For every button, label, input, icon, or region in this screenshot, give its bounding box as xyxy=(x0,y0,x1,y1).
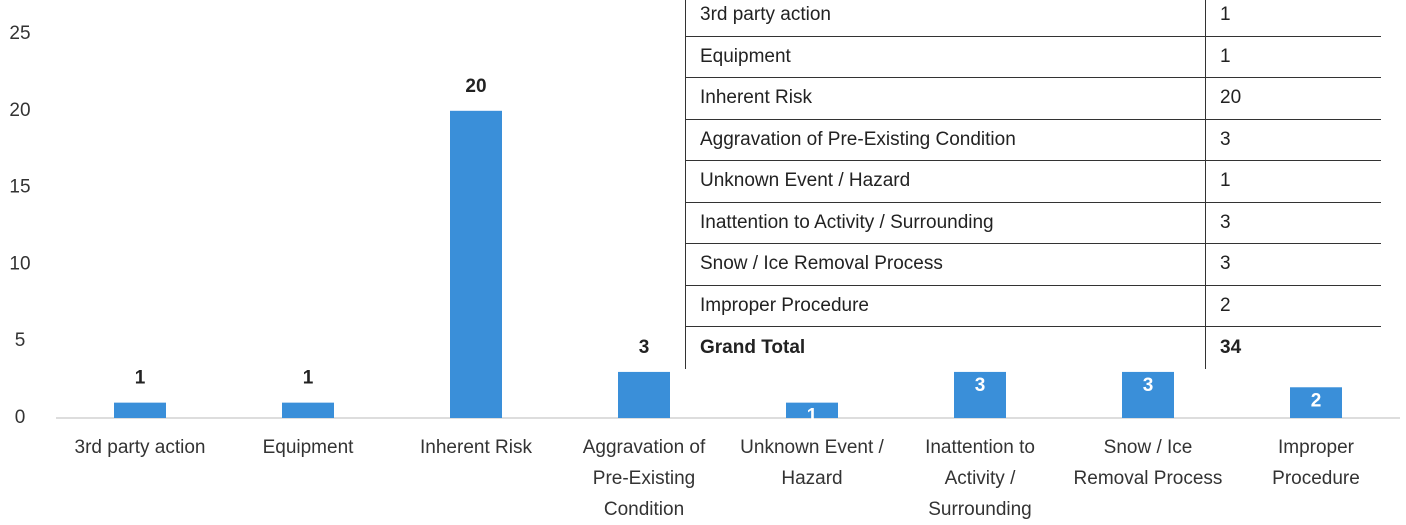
row-value: 20 xyxy=(1220,87,1242,109)
bar xyxy=(282,402,334,418)
row-label: Inattention to Activity / Surrounding xyxy=(686,202,1206,243)
x-tick-label: Improper Procedure xyxy=(1272,437,1360,489)
bar xyxy=(954,371,1006,418)
x-tick-label: Inattention to Activity / Surrounding xyxy=(925,437,1035,520)
data-label: 1 xyxy=(135,368,146,389)
bar xyxy=(450,110,502,419)
bar xyxy=(786,402,838,418)
bar xyxy=(1290,387,1342,418)
table-row: Aggravation of Pre-Existing Condition 3 xyxy=(686,119,1381,161)
row-value: 2 xyxy=(1220,294,1231,316)
x-tick-label: Inherent Risk xyxy=(420,437,532,458)
total-label: Grand Total xyxy=(686,327,1206,369)
row-label: Unknown Event / Hazard xyxy=(686,161,1206,202)
x-tick-label: Snow / Ice Removal Process xyxy=(1073,437,1223,489)
total-row: Grand Total 34 xyxy=(686,327,1381,369)
bar xyxy=(114,402,166,418)
table-row: Inattention to Activity / Surrounding 3 xyxy=(686,202,1381,244)
x-tick-label: Equipment xyxy=(262,437,354,458)
row-label: Aggravation of Pre-Existing Condition xyxy=(686,119,1206,160)
table-row: Snow / Ice Removal Process 3 xyxy=(686,244,1381,286)
data-label: 20 xyxy=(465,76,486,97)
y-tick-label: 5 xyxy=(15,330,26,351)
row-value: 1 xyxy=(1220,45,1231,67)
data-label: 1 xyxy=(807,406,818,427)
table-row: Inherent Risk 20 xyxy=(686,78,1381,120)
x-tick-label: Unknown Event / Hazard xyxy=(740,437,884,489)
row-label: Equipment xyxy=(686,36,1206,77)
data-label: 2 xyxy=(1311,390,1322,411)
data-label: 3 xyxy=(1143,375,1154,396)
y-tick-label: 10 xyxy=(9,253,30,274)
y-tick-label: 15 xyxy=(9,177,30,198)
row-value: 3 xyxy=(1220,128,1231,150)
data-label: 3 xyxy=(975,375,986,396)
row-value: 1 xyxy=(1220,4,1231,26)
row-label: Improper Procedure xyxy=(686,285,1206,326)
total-value: 34 xyxy=(1220,336,1242,358)
bar xyxy=(1122,371,1174,418)
row-label: Inherent Risk xyxy=(686,78,1206,119)
row-value: 1 xyxy=(1220,170,1231,192)
table-row: 3rd party action 1 xyxy=(686,0,1381,37)
y-tick-label: 25 xyxy=(9,23,30,44)
table-row: Improper Procedure 2 xyxy=(686,285,1381,327)
row-value: 3 xyxy=(1220,211,1231,233)
data-label: 1 xyxy=(303,368,314,389)
row-label: 3rd party action xyxy=(686,0,1206,36)
row-label: Snow / Ice Removal Process xyxy=(686,244,1206,285)
data-label: 3 xyxy=(639,337,650,358)
summary-table: 3rd party action 1 Equipment 1 Inherent Risk… xyxy=(685,0,1381,369)
bar xyxy=(618,371,670,418)
table-row: Unknown Event / Hazard 1 xyxy=(686,161,1381,203)
y-tick-label: 20 xyxy=(9,100,30,121)
y-tick-label: 0 xyxy=(15,407,26,428)
x-tick-label: 3rd party action xyxy=(74,437,206,458)
row-value: 3 xyxy=(1220,253,1231,275)
x-tick-label: Aggravation of Pre-Existing Condition xyxy=(582,437,706,520)
table-row: Equipment 1 xyxy=(686,36,1381,78)
